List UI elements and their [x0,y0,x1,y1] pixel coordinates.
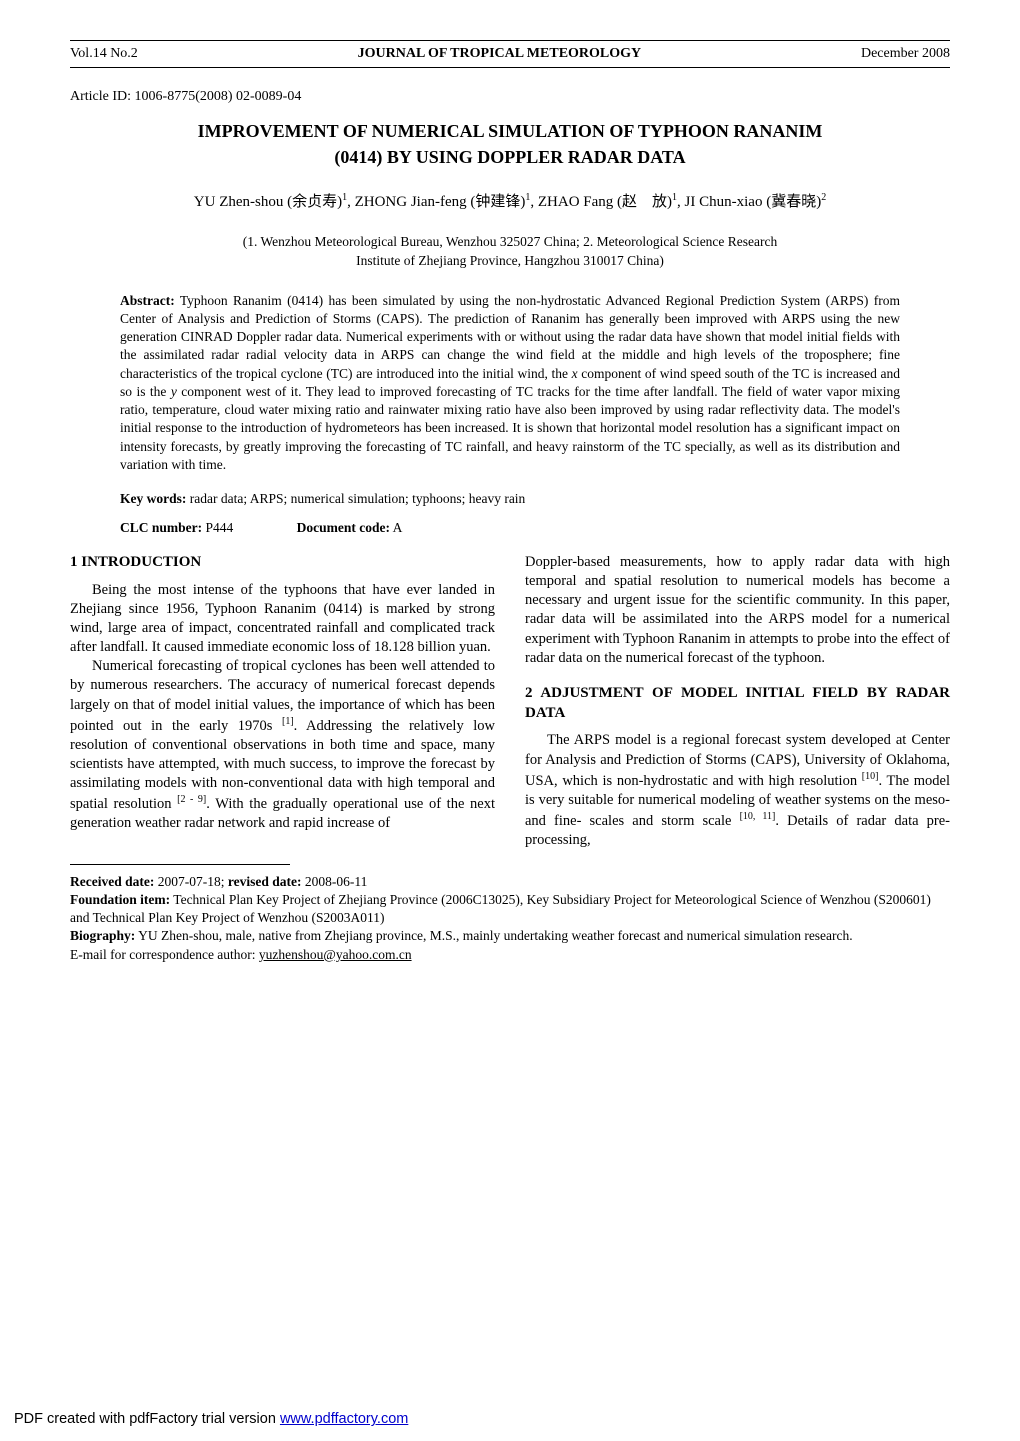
intro-para-1: Being the most intense of the typhoons t… [70,581,495,658]
abstract-block: Abstract: Typhoon Rananim (0414) has bee… [120,292,900,474]
keywords-body: radar data; ARPS; numerical simulation; … [186,491,525,506]
biography-line: Biography: YU Zhen-shou, male, native fr… [70,927,950,945]
abstract-body: Typhoon Rananim (0414) has been simulate… [120,293,900,472]
keywords-block: Key words: radar data; ARPS; numerical s… [120,490,900,508]
doc-code-label: Document code: [297,520,390,535]
clc-value: P444 [202,520,233,535]
email-line: E-mail for correspondence author: yuzhen… [70,946,950,964]
foundation-body: Technical Plan Key Project of Zhejiang P… [70,892,931,925]
header-row: Vol.14 No.2 JOURNAL OF TROPICAL METEOROL… [70,43,950,65]
received-label: Received date: [70,874,154,889]
running-header: Vol.14 No.2 JOURNAL OF TROPICAL METEOROL… [70,40,950,68]
correspondence-email: yuzhenshou@yahoo.com.cn [259,947,412,962]
header-journal: JOURNAL OF TROPICAL METEOROLOGY [358,45,642,63]
clc-block: CLC number: P444 Document code: A [120,519,900,537]
revised-label: revised date: [228,874,302,889]
received-line: Received date: 2007-07-18; revised date:… [70,873,950,891]
two-column-body: 1 INTRODUCTION Being the most intense of… [70,553,950,850]
right-column: Doppler-based measurements, how to apply… [525,553,950,850]
header-volume: Vol.14 No.2 [70,45,138,63]
section-2-para-1: The ARPS model is a regional forecast sy… [525,731,950,849]
affiliation-line-1: (1. Wenzhou Meteorological Bureau, Wenzh… [70,233,950,251]
received-value: 2007-07-18; [154,874,228,889]
abstract-label: Abstract: [120,293,175,308]
intro-para-2: Numerical forecasting of tropical cyclon… [70,657,495,833]
footnote-separator [70,864,290,865]
doc-code-value: A [390,520,402,535]
section-1-heading: 1 INTRODUCTION [70,553,495,573]
watermark-link[interactable]: www.pdffactory.com [280,1411,408,1427]
article-title-line1: IMPROVEMENT OF NUMERICAL SIMULATION OF T… [70,120,950,143]
right-top-continuation: Doppler-based measurements, how to apply… [525,553,950,668]
foundation-line: Foundation item: Technical Plan Key Proj… [70,891,950,927]
foundation-label: Foundation item: [70,892,170,907]
header-date: December 2008 [861,45,950,63]
email-prefix: E-mail for correspondence author: [70,947,259,962]
revised-value: 2008-06-11 [301,874,367,889]
pdf-watermark: PDF created with pdfFactory trial versio… [14,1410,408,1429]
affiliation-line-2: Institute of Zhejiang Province, Hangzhou… [70,252,950,270]
watermark-prefix: PDF created with pdfFactory trial versio… [14,1411,280,1427]
article-id: Article ID: 1006-8775(2008) 02-0089-04 [70,88,950,106]
biography-body: YU Zhen-shou, male, native from Zhejiang… [135,928,852,943]
article-title-line2: (0414) BY USING DOPPLER RADAR DATA [70,146,950,169]
clc-label: CLC number: [120,520,202,535]
authors-line: YU Zhen-shou (余贞寿)1, ZHONG Jian-feng (钟建… [70,191,950,213]
keywords-label: Key words: [120,491,186,506]
biography-label: Biography: [70,928,135,943]
footnotes-block: Received date: 2007-07-18; revised date:… [70,873,950,964]
section-2-heading: 2 ADJUSTMENT OF MODEL INITIAL FIELD BY R… [525,684,950,724]
left-column: 1 INTRODUCTION Being the most intense of… [70,553,495,850]
